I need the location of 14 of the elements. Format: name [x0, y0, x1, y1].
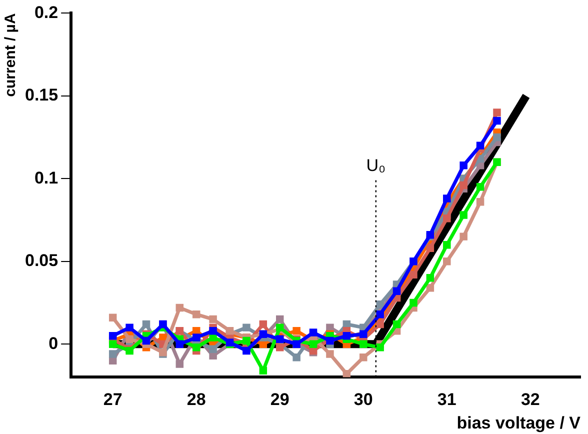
y-tick-label: 0.2	[34, 2, 58, 22]
x-tick-label: 32	[520, 390, 540, 410]
y-tick-label: 0	[48, 334, 58, 353]
x-tick-label: 31	[437, 390, 456, 410]
x-tick-label: 29	[270, 390, 290, 410]
y-axis-title: current / µA	[2, 13, 20, 97]
x-tick-label: 30	[354, 390, 373, 410]
y-tick-label: 0.1	[34, 168, 58, 188]
x-tick-label: 27	[103, 390, 122, 410]
x-axis-title: bias voltage / V	[456, 413, 582, 432]
x-tick-label: 28	[186, 390, 206, 410]
ref-line-label: U₀	[366, 156, 386, 175]
y-tick-label: 0.05	[24, 251, 58, 270]
y-tick-label: 0.15	[24, 86, 58, 105]
